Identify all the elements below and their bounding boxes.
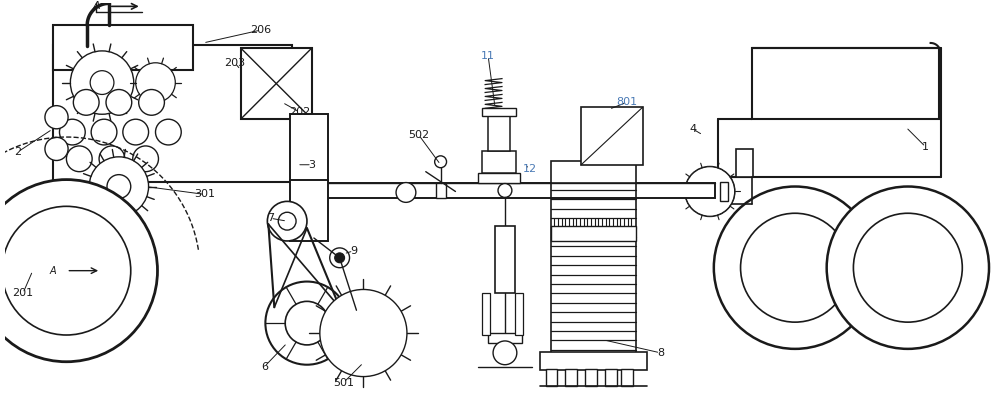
Circle shape xyxy=(73,90,99,115)
Text: 11: 11 xyxy=(481,51,495,61)
Bar xyxy=(565,369,577,386)
Circle shape xyxy=(91,119,117,145)
Circle shape xyxy=(435,156,447,168)
Circle shape xyxy=(2,206,131,335)
Text: 203: 203 xyxy=(224,58,245,68)
Bar xyxy=(482,108,516,116)
Circle shape xyxy=(696,178,724,205)
Bar xyxy=(540,352,647,370)
Circle shape xyxy=(334,303,393,363)
Circle shape xyxy=(106,90,132,115)
Circle shape xyxy=(45,137,68,160)
Bar xyxy=(752,48,939,119)
Bar xyxy=(482,294,490,335)
Bar xyxy=(546,369,557,386)
Circle shape xyxy=(59,119,85,145)
Circle shape xyxy=(330,248,350,268)
Circle shape xyxy=(265,281,349,365)
Bar xyxy=(53,25,193,70)
Circle shape xyxy=(320,290,407,377)
Text: 202: 202 xyxy=(289,107,311,117)
Text: 3: 3 xyxy=(308,160,315,170)
Circle shape xyxy=(123,119,149,145)
Circle shape xyxy=(107,175,131,198)
Circle shape xyxy=(139,90,164,115)
Bar xyxy=(436,183,446,198)
Text: A: A xyxy=(92,1,100,11)
Bar xyxy=(551,161,636,183)
Text: 201: 201 xyxy=(12,288,33,298)
Circle shape xyxy=(90,71,114,94)
Text: 1: 1 xyxy=(922,142,929,152)
Bar xyxy=(515,294,523,335)
Circle shape xyxy=(89,157,149,216)
Circle shape xyxy=(827,187,989,349)
Bar xyxy=(327,183,715,198)
Circle shape xyxy=(0,179,157,362)
Bar xyxy=(290,179,328,241)
Text: 8: 8 xyxy=(657,348,664,358)
Circle shape xyxy=(396,183,416,202)
Circle shape xyxy=(45,106,68,129)
Circle shape xyxy=(493,341,517,365)
Bar xyxy=(53,45,292,181)
Bar xyxy=(495,226,515,294)
Text: 7: 7 xyxy=(267,213,274,223)
Circle shape xyxy=(853,213,962,322)
Circle shape xyxy=(741,213,849,322)
Circle shape xyxy=(278,212,296,230)
Bar xyxy=(488,116,510,151)
Bar xyxy=(621,369,633,386)
Circle shape xyxy=(133,146,158,172)
Circle shape xyxy=(267,201,307,241)
Bar xyxy=(290,114,328,181)
Bar xyxy=(488,333,522,343)
Circle shape xyxy=(70,51,134,114)
Text: 4: 4 xyxy=(689,124,697,134)
Text: 2: 2 xyxy=(14,147,21,157)
Bar xyxy=(581,107,643,165)
Text: 801: 801 xyxy=(616,97,637,107)
Text: 206: 206 xyxy=(250,25,271,35)
Circle shape xyxy=(350,319,377,347)
Bar xyxy=(241,48,312,119)
Circle shape xyxy=(685,167,735,216)
Bar xyxy=(585,369,597,386)
Circle shape xyxy=(66,146,92,172)
Text: 301: 301 xyxy=(195,190,216,199)
Text: A: A xyxy=(49,266,56,276)
Circle shape xyxy=(685,167,735,216)
Bar xyxy=(478,173,520,183)
Circle shape xyxy=(714,187,876,349)
Circle shape xyxy=(156,119,181,145)
Text: 502: 502 xyxy=(408,130,429,140)
Text: 501: 501 xyxy=(333,377,354,388)
Circle shape xyxy=(99,146,125,172)
Text: 12: 12 xyxy=(523,164,537,174)
Bar xyxy=(482,151,516,173)
Bar xyxy=(551,226,636,241)
Text: 6: 6 xyxy=(261,362,268,372)
Circle shape xyxy=(136,63,175,102)
Circle shape xyxy=(285,301,329,345)
Bar xyxy=(605,369,617,386)
Text: 9: 9 xyxy=(350,246,357,256)
Circle shape xyxy=(335,253,345,263)
Bar xyxy=(736,149,753,177)
Bar xyxy=(720,181,728,201)
Circle shape xyxy=(498,183,512,197)
